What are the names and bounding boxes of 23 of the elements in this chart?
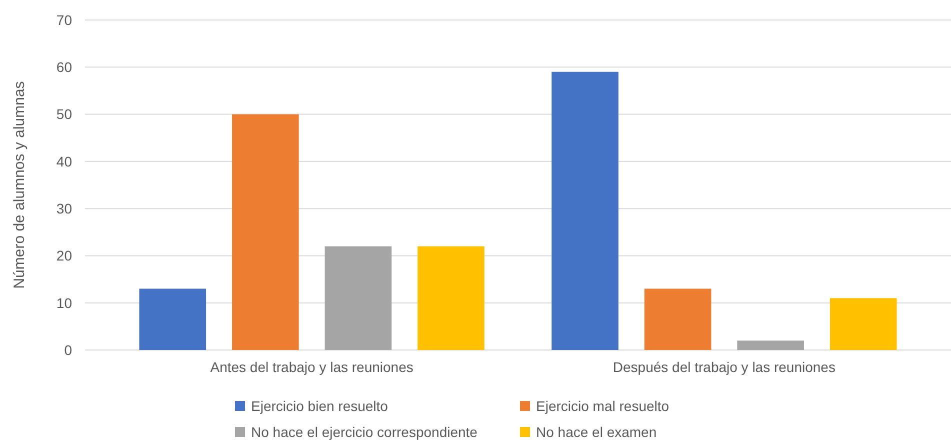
y-tick-label: 60 [56, 59, 72, 76]
x-tick-label: Antes del trabajo y las reuniones [210, 359, 414, 375]
bar [737, 340, 804, 350]
x-tick-label: Después del trabajo y las reuniones [612, 359, 836, 375]
y-tick-label: 30 [56, 200, 72, 216]
legend-label: No hace el examen [536, 424, 657, 440]
y-tick-label: 40 [56, 153, 72, 170]
bar [324, 246, 392, 350]
y-axis-title: Número de alumnos y alumnas [11, 81, 28, 289]
bar [830, 298, 897, 350]
y-tick-label: 10 [56, 294, 72, 311]
y-tick-label: 50 [56, 106, 72, 122]
bar [418, 246, 484, 350]
legend-label: Ejercicio bien resuelto [251, 398, 388, 414]
legend-label: Ejercicio mal resuelto [536, 398, 670, 414]
y-tick-label: 0 [64, 342, 72, 358]
bar [232, 114, 299, 350]
y-tick-label: 20 [56, 248, 72, 264]
bar [552, 72, 618, 350]
legend-label: No hace el ejercicio correspondiente [251, 424, 478, 440]
bar [644, 288, 712, 350]
y-tick-label: 70 [56, 12, 72, 28]
bar [139, 288, 206, 350]
